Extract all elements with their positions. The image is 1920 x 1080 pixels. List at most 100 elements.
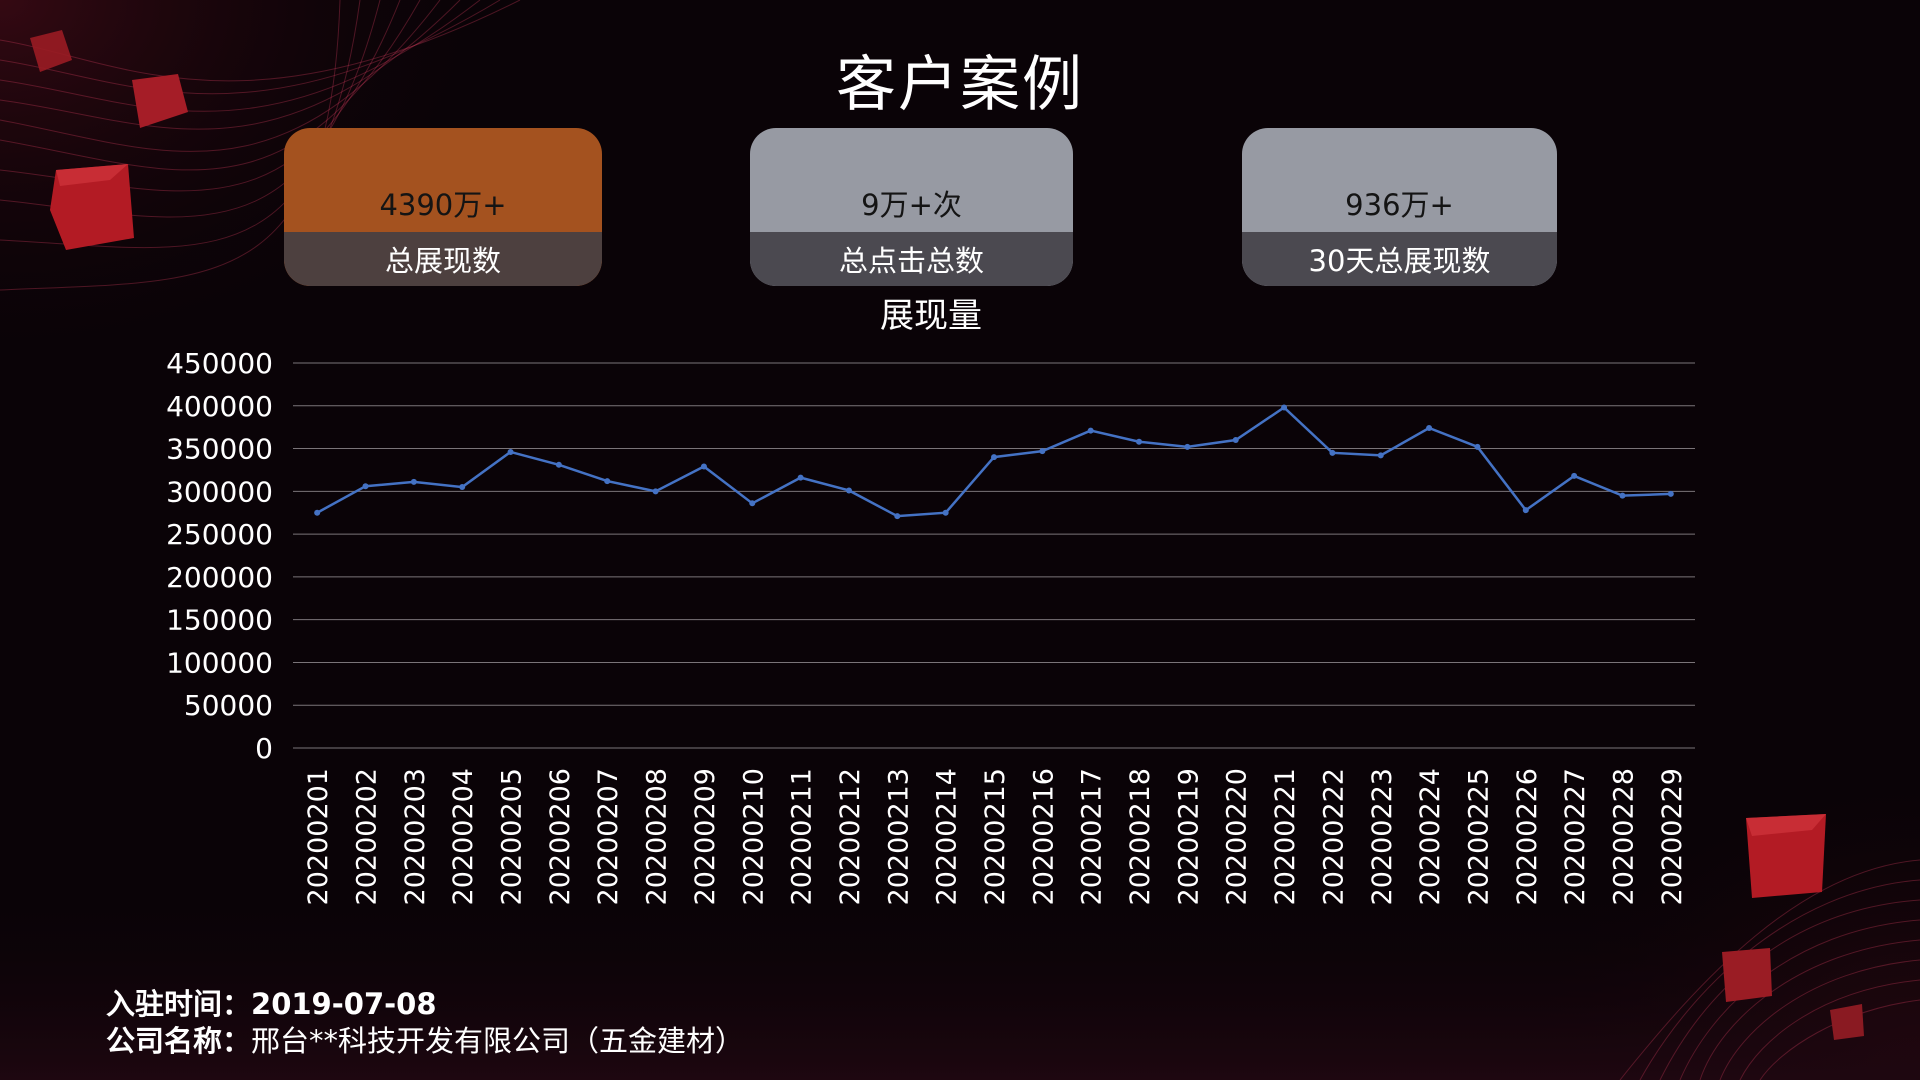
- data-point: [1474, 443, 1481, 450]
- series-line: [316, 405, 1671, 518]
- company-name-value: 邢台**科技开发有限公司（五金建材）: [251, 1024, 745, 1058]
- cube-bottom-right-medium: [1722, 948, 1772, 1002]
- grid-lines: [293, 362, 1695, 749]
- data-point: [700, 463, 707, 470]
- data-point: [1281, 404, 1288, 411]
- y-axis-ticks: 0 50000 100000 150000 200000 250000 300000 3500…: [166, 347, 273, 765]
- data-point: [1087, 427, 1094, 434]
- x-tick-label: 20200215: [980, 768, 1011, 905]
- x-tick-label: 20200209: [690, 768, 721, 905]
- x-tick-label: 20200223: [1367, 768, 1398, 905]
- cube-bottom-right-small: [1830, 1004, 1864, 1040]
- page-title: 客户案例: [836, 50, 1084, 120]
- join-date-value: 2019-07-08: [251, 987, 437, 1021]
- x-tick-label: 20200220: [1222, 768, 1253, 905]
- data-point: [555, 461, 562, 468]
- stat-label: 总展现数: [284, 232, 602, 286]
- x-tick-label: 20200227: [1560, 768, 1591, 905]
- data-point: [797, 474, 804, 481]
- x-tick-label: 20200204: [448, 768, 479, 905]
- x-tick-label: 20200221: [1270, 768, 1301, 905]
- data-point: [1232, 437, 1239, 443]
- data-point: [604, 478, 611, 485]
- data-point: [1329, 449, 1336, 456]
- x-tick-label: 20200207: [593, 768, 624, 905]
- x-tick-label: 20200211: [787, 768, 818, 905]
- x-tick-label: 20200226: [1512, 768, 1543, 905]
- data-point: [1571, 472, 1578, 479]
- cube-top-left-medium: [132, 74, 188, 128]
- stat-label: 30天总展现数: [1242, 232, 1557, 286]
- data-point: [314, 509, 321, 516]
- x-tick-label: 20200205: [497, 768, 528, 905]
- wave-lines-top-left: [0, 0, 521, 291]
- stat-card-total-clicks: 9万+次 总点击总数: [750, 128, 1073, 286]
- x-tick-label: 20200212: [835, 768, 866, 905]
- data-point: [1039, 448, 1046, 455]
- stat-value: 4390万+: [379, 188, 507, 222]
- data-point: [991, 454, 997, 461]
- y-tick-label: 300000: [166, 475, 273, 508]
- x-tick-label: 20200222: [1318, 768, 1349, 905]
- company-name-line: 公司名称：邢台**科技开发有限公司（五金建材）: [106, 1018, 744, 1060]
- x-tick-label: 20200203: [400, 768, 431, 905]
- y-tick-label: 200000: [166, 561, 273, 594]
- x-tick-label: 20200208: [642, 768, 673, 905]
- data-point: [1522, 507, 1529, 514]
- cube-bottom-right-large: [1746, 814, 1826, 898]
- x-tick-label: 20200224: [1415, 768, 1446, 905]
- red-cube-decorations: [30, 30, 1864, 1040]
- series-impressions: [314, 404, 1674, 520]
- y-tick-label: 50000: [184, 689, 273, 722]
- y-tick-label: 250000: [166, 518, 273, 551]
- data-point: [1667, 490, 1674, 497]
- y-tick-label: 150000: [166, 604, 273, 637]
- x-tick-label: 20200219: [1173, 768, 1204, 905]
- data-point: [362, 483, 369, 490]
- data-point: [410, 478, 417, 485]
- data-point: [1377, 452, 1384, 459]
- data-point: [845, 487, 852, 494]
- y-tick-label: 450000: [166, 347, 273, 380]
- x-tick-label: 20200229: [1657, 768, 1688, 905]
- stat-card-30day-impressions: 936万+ 30天总展现数: [1242, 128, 1557, 286]
- stat-card-total-impressions: 4390万+ 总展现数: [284, 128, 602, 286]
- data-point: [1619, 492, 1626, 499]
- x-tick-label: 20200202: [352, 768, 383, 905]
- data-point: [1136, 438, 1143, 445]
- y-tick-label: 400000: [166, 390, 273, 423]
- data-point: [1184, 443, 1191, 450]
- company-name-label: 公司名称：: [106, 1024, 252, 1058]
- cube-left-large: [50, 164, 134, 250]
- x-tick-label: 20200201: [303, 768, 334, 905]
- x-tick-label: 20200210: [738, 768, 769, 905]
- x-tick-label: 20200214: [932, 768, 963, 905]
- data-point: [749, 500, 756, 507]
- chart-title: 展现量: [880, 296, 982, 336]
- x-tick-label: 20200206: [545, 768, 576, 905]
- data-point: [894, 513, 901, 520]
- data-point: [1426, 425, 1433, 432]
- x-tick-label: 20200217: [1077, 768, 1108, 905]
- x-tick-label: 20200213: [883, 768, 914, 905]
- stat-label: 总点击总数: [750, 232, 1073, 286]
- x-tick-label: 20200218: [1125, 768, 1156, 905]
- data-point: [459, 484, 466, 491]
- x-tick-label: 20200228: [1608, 768, 1639, 905]
- join-date-label: 入驻时间：: [106, 987, 252, 1021]
- stat-value: 9万+次: [861, 188, 962, 222]
- data-point: [652, 488, 659, 495]
- x-tick-label: 20200225: [1463, 768, 1494, 905]
- x-tick-label: 20200216: [1028, 768, 1059, 905]
- data-point: [507, 448, 514, 455]
- data-point: [942, 509, 949, 516]
- y-tick-label: 0: [255, 732, 273, 765]
- y-tick-label: 100000: [166, 646, 273, 679]
- y-tick-label: 350000: [166, 433, 273, 466]
- join-date-line: 入驻时间：2019-07-08: [106, 981, 437, 1023]
- stat-value: 936万+: [1345, 188, 1454, 222]
- x-axis-ticks: 20200201 20200202 20200203 20200204 20200205…: [303, 768, 1688, 905]
- cube-top-left-small: [30, 30, 72, 72]
